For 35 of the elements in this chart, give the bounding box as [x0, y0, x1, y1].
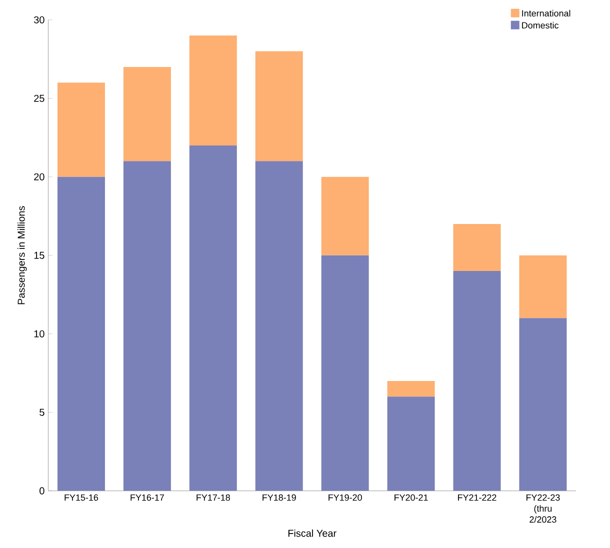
bar: [57, 177, 105, 492]
bar: [255, 51, 303, 162]
bar: [189, 36, 237, 146]
bar: [255, 161, 303, 492]
y-tick-label: 30: [34, 16, 44, 24]
y-tick-label: 20: [34, 174, 44, 181]
x-tick-label: FY19-20: [328, 494, 362, 501]
bar: [453, 271, 501, 492]
y-axis-title: Passengers in Millions: [17, 206, 27, 304]
y-tick-label: 5: [40, 409, 44, 416]
bar: [387, 396, 435, 492]
bar: [189, 146, 237, 492]
y-tick-label: 10: [34, 330, 44, 338]
x-axis-title: Fiscal Year: [288, 530, 336, 538]
y-tick-label: 0: [40, 488, 44, 495]
y-tick-label: 15: [34, 252, 44, 260]
legend-label: Domestic: [522, 22, 559, 29]
x-tick-label: FY21-222: [458, 494, 496, 501]
y-tick-label: 25: [34, 95, 44, 102]
x-tick-label: FY20-21: [394, 494, 428, 501]
bar: [123, 161, 171, 492]
bar: [519, 318, 567, 492]
bar: [123, 67, 171, 162]
bar: [519, 256, 567, 318]
bar: [453, 224, 501, 272]
x-tick-label: FY18-19: [262, 494, 296, 501]
bar: [387, 381, 435, 397]
bar: [57, 82, 105, 178]
legend-label: International: [522, 10, 570, 17]
x-tick-label: FY15-16: [64, 494, 98, 501]
bar: [321, 177, 369, 256]
x-tick-label: FY17-18: [196, 494, 230, 501]
bar: [321, 256, 369, 492]
x-tick-label: FY16-17: [130, 494, 164, 501]
x-tick-label: FY22-23 (thru 2/2023: [526, 494, 560, 523]
